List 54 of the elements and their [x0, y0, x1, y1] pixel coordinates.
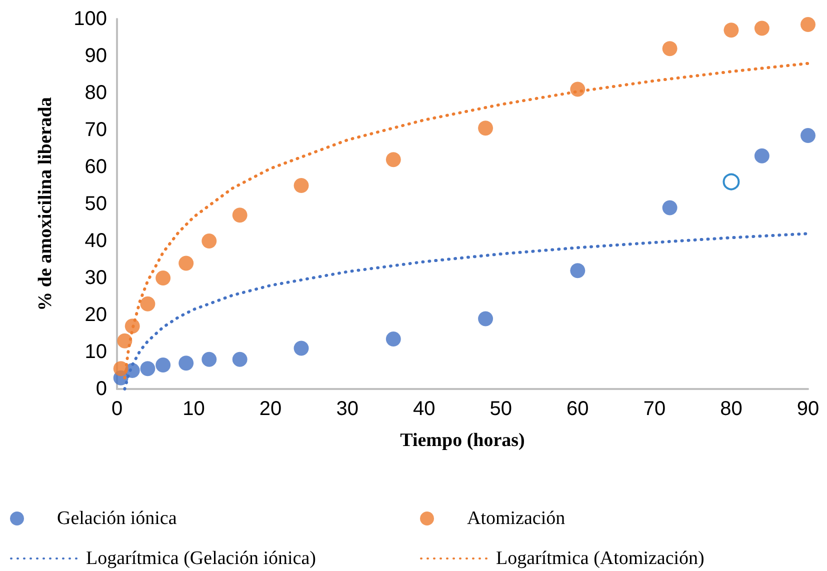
x-tick-label: 40 — [412, 398, 436, 420]
point — [117, 333, 132, 348]
point — [800, 17, 816, 32]
point — [294, 340, 309, 356]
point — [140, 361, 156, 376]
point — [140, 296, 156, 312]
y-tick-label: 90 — [84, 45, 107, 67]
y-axis-title: % de amoxicilina liberada — [35, 96, 56, 311]
y-tick-label: 40 — [84, 230, 107, 252]
x-tick-label: 50 — [490, 398, 512, 420]
point — [202, 234, 217, 248]
point — [800, 128, 816, 144]
y-tick-label: 100 — [74, 8, 107, 30]
point — [478, 311, 494, 326]
point — [232, 208, 248, 223]
y-tick-label: 30 — [84, 267, 107, 289]
x-tick-label: 70 — [643, 398, 666, 420]
point — [294, 178, 309, 193]
point — [178, 256, 194, 271]
x-tick-label: 60 — [566, 398, 589, 420]
point — [232, 352, 248, 367]
legend-label: Logarítmica (Gelación iónica) — [86, 548, 316, 569]
y-tick-label: 60 — [84, 156, 107, 178]
y-tick-label: 0 — [96, 378, 107, 400]
point — [113, 361, 128, 376]
point — [722, 173, 740, 190]
y-tick-label: 80 — [84, 82, 107, 104]
point — [478, 120, 494, 136]
point — [386, 332, 401, 347]
point — [662, 200, 678, 216]
point — [754, 148, 770, 164]
x-axis-title: Tiempo (horas) — [400, 430, 525, 451]
y-tick-label: 20 — [84, 304, 107, 326]
point — [754, 20, 770, 36]
x-tick-label: 20 — [259, 398, 282, 420]
x-tick-label: 80 — [720, 398, 742, 420]
x-tick-label: 10 — [182, 398, 205, 420]
y-tick-label: 10 — [84, 341, 107, 363]
x-tick-label: 30 — [336, 398, 358, 420]
x-tick-label: 0 — [111, 398, 123, 420]
point — [156, 357, 171, 372]
point — [724, 22, 739, 38]
legend-label: Atomización — [467, 508, 566, 529]
y-tick-label: 50 — [84, 193, 107, 215]
point — [202, 352, 217, 367]
point — [662, 41, 678, 56]
y-tick-label: 70 — [84, 119, 107, 141]
point — [156, 270, 171, 286]
legend-label: Logarítmica (Atomización) — [496, 548, 704, 569]
point — [570, 263, 586, 278]
legend-label: Gelación iónica — [57, 508, 178, 529]
point — [386, 152, 401, 168]
point — [178, 356, 194, 371]
x-tick-label: 90 — [796, 398, 820, 420]
